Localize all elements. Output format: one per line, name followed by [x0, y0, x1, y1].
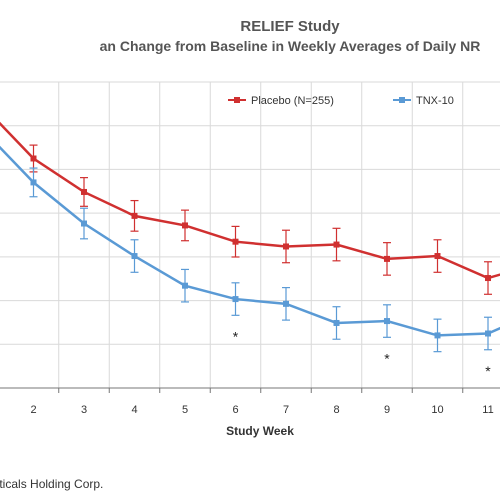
- x-tick-label: 11: [482, 404, 493, 416]
- significance-marker: *: [233, 328, 239, 344]
- data-point: [384, 255, 390, 262]
- data-point: [232, 238, 239, 245]
- series-layer: [0, 121, 500, 353]
- x-axis-label: Study Week: [226, 424, 294, 438]
- axes: [0, 387, 500, 393]
- significance-marker: *: [485, 363, 491, 379]
- data-point: [81, 188, 87, 195]
- data-point: [485, 275, 491, 282]
- significance-marker: *: [384, 350, 390, 366]
- grid-lines: [0, 81, 500, 389]
- legend-marker-treatment: [399, 97, 405, 103]
- series-line-treatment: [0, 145, 500, 337]
- x-tick-label: 3: [81, 404, 87, 416]
- data-point: [81, 220, 87, 227]
- data-point: [283, 243, 289, 250]
- data-point: [283, 300, 289, 307]
- x-tick-label: 10: [431, 404, 443, 416]
- legend-marker-placebo: [234, 97, 240, 103]
- x-tick-label: 5: [182, 404, 188, 416]
- chart-title: RELIEF Study: [240, 18, 340, 35]
- series-line-placebo: [0, 121, 500, 280]
- data-point: [434, 332, 441, 339]
- x-tick-label: 2: [30, 404, 36, 416]
- x-tick-labels: 2 3 4 5 6 7 8 9 10 11: [30, 404, 493, 416]
- x-tick-label: 4: [131, 404, 137, 416]
- data-point: [384, 318, 390, 325]
- data-point: [131, 253, 138, 260]
- data-point: [434, 253, 441, 260]
- x-tick-label: 9: [384, 404, 390, 416]
- data-point: [131, 212, 138, 219]
- legend-label-treatment: TNX-10: [416, 95, 454, 107]
- legend-label-placebo: Placebo (N=255): [251, 95, 334, 107]
- significance-markers: * * *: [233, 328, 492, 378]
- footer-copyright: ceuticals Holding Corp.: [0, 477, 104, 491]
- data-point: [485, 330, 491, 337]
- x-tick-label: 6: [232, 404, 238, 416]
- data-point: [182, 222, 188, 229]
- data-point: [333, 319, 340, 326]
- x-tick-label: 7: [283, 404, 289, 416]
- data-point: [30, 155, 37, 162]
- x-tick-label: 8: [333, 404, 339, 416]
- chart-subtitle: an Change from Baseline in Weekly Averag…: [99, 38, 481, 54]
- data-point: [333, 241, 340, 248]
- data-point: [182, 282, 188, 289]
- data-point: [232, 296, 239, 303]
- data-point: [30, 179, 37, 186]
- legend: Placebo (N=255) TNX-10: [228, 95, 454, 107]
